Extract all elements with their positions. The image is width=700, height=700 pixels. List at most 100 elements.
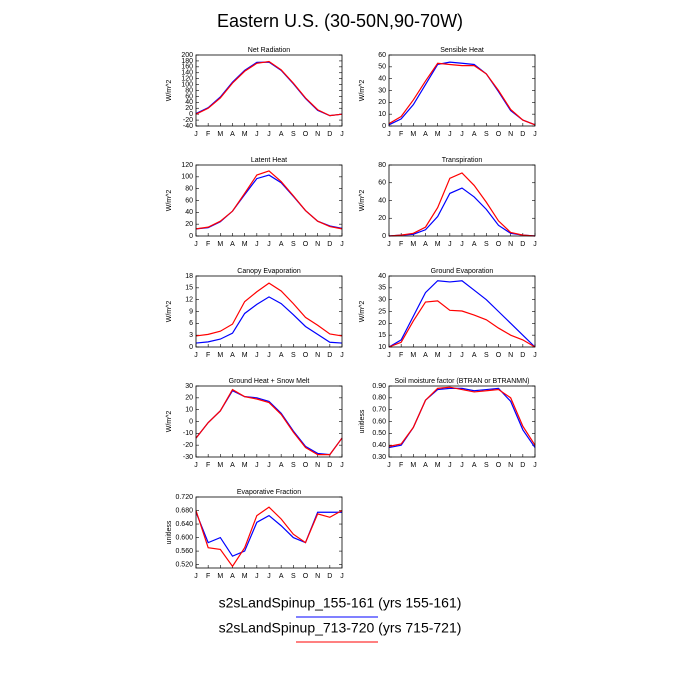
x-tick-label: S	[291, 352, 296, 359]
panel-title: Transpiration	[442, 157, 483, 164]
x-tick-label: O	[303, 352, 309, 359]
y-tick-label: 60	[378, 52, 386, 59]
x-tick-label: M	[435, 352, 441, 359]
y-tick-label: -30	[183, 454, 193, 461]
x-tick-label: O	[303, 573, 309, 580]
data-line	[388, 387, 536, 449]
x-tick-label: F	[399, 352, 403, 359]
x-tick-label: M	[242, 131, 248, 138]
y-tick-label: 0.560	[175, 548, 193, 555]
data-line	[195, 389, 343, 456]
y-tick-label: 160	[181, 64, 193, 71]
y-tick-label: 18	[185, 273, 193, 280]
x-tick-label: A	[279, 241, 284, 248]
x-tick-label: M	[217, 462, 223, 469]
x-tick-label: O	[303, 241, 309, 248]
y-tick-label: 0.720	[175, 494, 193, 501]
y-tick-label: 0.680	[175, 507, 193, 514]
x-tick-label: S	[291, 462, 296, 469]
x-tick-label: D	[327, 573, 332, 580]
x-tick-label: J	[267, 573, 271, 580]
data-line	[195, 170, 343, 230]
y-axis-label: W/m^2	[166, 301, 173, 323]
x-tick-label: J	[194, 573, 198, 580]
y-tick-label: 40	[378, 197, 386, 204]
x-tick-label: J	[194, 462, 198, 469]
y-tick-label: 10	[185, 407, 193, 414]
y-tick-label: 0.600	[175, 534, 193, 541]
panel-title: Ground Heat + Snow Melt	[229, 378, 310, 385]
y-tick-label: 20	[185, 105, 193, 112]
y-tick-label: -20	[183, 442, 193, 449]
x-tick-label: J	[267, 462, 271, 469]
x-tick-label: J	[255, 352, 259, 359]
data-line	[195, 174, 343, 230]
x-tick-label: J	[533, 131, 537, 138]
x-tick-label: J	[533, 462, 537, 469]
x-tick-label: A	[230, 131, 235, 138]
x-tick-label: M	[242, 352, 248, 359]
x-tick-label: O	[303, 131, 309, 138]
y-tick-label: 60	[185, 197, 193, 204]
x-tick-label: O	[496, 462, 502, 469]
x-tick-label: N	[315, 131, 320, 138]
x-tick-label: F	[399, 462, 403, 469]
x-tick-label: A	[230, 352, 235, 359]
y-tick-label: 0	[189, 418, 193, 425]
y-axis-label: W/m^2	[166, 80, 173, 102]
x-tick-label: A	[279, 131, 284, 138]
x-tick-label: J	[533, 352, 537, 359]
plot-frame	[195, 54, 343, 127]
y-tick-label: 80	[378, 162, 386, 169]
x-tick-label: A	[423, 462, 428, 469]
x-tick-label: D	[520, 462, 525, 469]
x-tick-label: S	[291, 573, 296, 580]
x-tick-label: J	[267, 131, 271, 138]
x-tick-label: D	[327, 131, 332, 138]
y-tick-label: 3	[189, 332, 193, 339]
x-tick-label: M	[435, 462, 441, 469]
x-tick-label: D	[520, 241, 525, 248]
x-tick-label: J	[387, 352, 391, 359]
x-tick-label: J	[267, 352, 271, 359]
y-tick-label: 140	[181, 70, 193, 77]
x-tick-label: J	[340, 352, 344, 359]
y-tick-label: 20	[378, 99, 386, 106]
data-line	[195, 60, 343, 117]
y-tick-label: 120	[181, 76, 193, 83]
y-tick-label: 0.50	[372, 430, 386, 437]
panel-title: Canopy Evaporation	[237, 268, 301, 275]
data-line	[195, 388, 343, 456]
y-tick-label: 180	[181, 58, 193, 65]
x-tick-label: D	[520, 131, 525, 138]
y-tick-label: 0	[189, 233, 193, 240]
y-tick-label: 15	[185, 285, 193, 292]
y-tick-label: 40	[378, 76, 386, 83]
plot-frame	[195, 275, 343, 348]
x-tick-label: J	[340, 462, 344, 469]
x-tick-label: M	[435, 241, 441, 248]
x-tick-label: S	[291, 131, 296, 138]
y-tick-label: 0	[189, 111, 193, 118]
y-tick-label: 35	[378, 285, 386, 292]
x-tick-label: N	[315, 352, 320, 359]
y-tick-label: 200	[181, 52, 193, 59]
x-tick-label: A	[472, 131, 477, 138]
x-tick-label: J	[448, 241, 452, 248]
x-tick-label: A	[230, 241, 235, 248]
panel-title: Latent Heat	[251, 157, 287, 164]
x-tick-label: D	[327, 241, 332, 248]
y-axis-label: W/m^2	[359, 80, 366, 102]
y-tick-label: 0.520	[175, 561, 193, 568]
y-tick-label: 40	[185, 209, 193, 216]
y-tick-label: 80	[185, 87, 193, 94]
data-line	[388, 280, 536, 348]
y-tick-label: 40	[185, 99, 193, 106]
x-tick-label: J	[194, 241, 198, 248]
x-tick-label: J	[448, 352, 452, 359]
x-tick-label: A	[230, 462, 235, 469]
y-tick-label: 0.70	[372, 407, 386, 414]
x-tick-label: M	[410, 462, 416, 469]
y-tick-label: 20	[185, 395, 193, 402]
